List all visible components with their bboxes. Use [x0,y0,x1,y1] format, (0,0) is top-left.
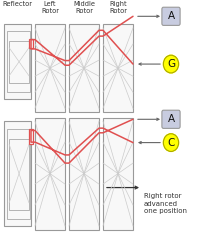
Bar [29,39,33,48]
Bar [29,129,33,144]
Text: Right rotor
advanced
one position: Right rotor advanced one position [144,193,187,214]
Bar [35,118,65,230]
FancyBboxPatch shape [162,110,180,128]
Text: Left
Rotor: Left Rotor [41,1,59,14]
Bar [9,139,29,210]
Text: G: G [167,59,175,69]
Bar [4,121,31,226]
Bar [69,24,99,112]
Text: A: A [167,114,175,124]
Text: A: A [167,11,175,21]
Bar [7,31,30,92]
Circle shape [163,55,179,73]
Bar [103,24,133,112]
Bar [4,24,31,99]
Text: Reflector: Reflector [2,1,32,7]
Bar [9,41,29,83]
Bar [7,129,30,219]
Text: Middle
Rotor: Middle Rotor [73,1,95,14]
Text: Right
Rotor: Right Rotor [109,1,127,14]
Bar [103,118,133,230]
Bar [35,24,65,112]
Bar [69,118,99,230]
FancyBboxPatch shape [162,7,180,25]
Text: C: C [167,138,175,147]
Circle shape [163,134,179,151]
